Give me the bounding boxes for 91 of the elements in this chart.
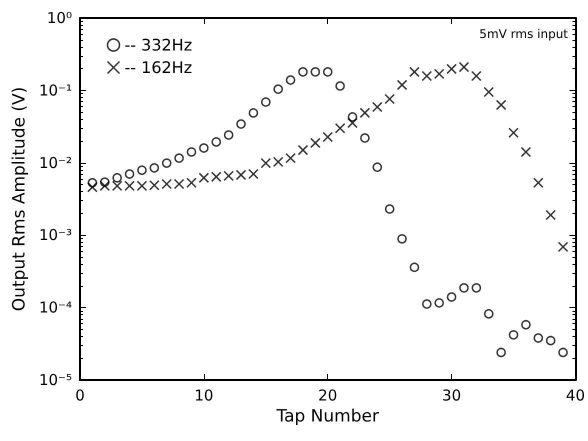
point	[446, 292, 456, 302]
point	[458, 62, 470, 72]
point	[286, 75, 296, 85]
point	[285, 152, 296, 164]
point	[334, 123, 346, 134]
point	[545, 210, 556, 220]
y-tick-label: 10⁻³	[38, 226, 72, 244]
x-tick-label: 10	[194, 386, 214, 404]
point	[248, 168, 259, 180]
point	[100, 180, 110, 192]
point	[124, 169, 134, 179]
point	[224, 130, 234, 140]
point	[533, 178, 544, 188]
point	[150, 163, 160, 173]
legend-label: -- 162Hz	[124, 58, 192, 77]
point	[124, 180, 135, 192]
point	[534, 333, 544, 343]
point	[149, 180, 160, 190]
point	[558, 348, 568, 358]
point	[298, 67, 308, 77]
point	[384, 94, 395, 104]
point	[372, 102, 383, 112]
point	[496, 100, 506, 110]
point	[422, 299, 432, 309]
x-axis-title: Tap Number	[275, 406, 379, 426]
point	[472, 283, 482, 293]
point	[558, 242, 568, 252]
x-tick-label: 40	[566, 386, 586, 404]
point	[236, 119, 246, 129]
point	[112, 173, 122, 183]
y-tick-label: 10⁰	[46, 9, 72, 27]
point	[174, 153, 184, 163]
point	[384, 204, 394, 214]
point	[273, 84, 283, 94]
point	[211, 172, 222, 182]
point	[422, 70, 432, 82]
point	[212, 137, 221, 147]
point	[248, 108, 258, 118]
x-tick-label: 30	[442, 386, 462, 404]
point	[310, 138, 321, 148]
point	[410, 262, 420, 272]
x-tick-label: 20	[318, 386, 338, 404]
y-tick-label: 10⁻²	[38, 154, 72, 172]
point	[137, 165, 147, 175]
point	[508, 128, 519, 138]
point	[484, 309, 494, 319]
point	[434, 68, 444, 80]
point	[520, 146, 532, 158]
point	[261, 97, 271, 107]
point	[360, 108, 370, 118]
point	[260, 158, 272, 168]
legend-label: -- 332Hz	[124, 36, 192, 54]
point	[372, 162, 382, 172]
point	[397, 234, 407, 244]
point	[186, 178, 197, 188]
point	[161, 178, 172, 190]
point	[360, 133, 370, 143]
point	[310, 67, 320, 77]
point	[223, 170, 234, 182]
point	[322, 132, 333, 142]
point	[199, 143, 209, 153]
point	[136, 180, 148, 192]
point	[112, 180, 122, 192]
point	[459, 283, 469, 293]
point	[186, 147, 196, 157]
point	[521, 320, 531, 330]
annotation: 5mV rms input	[479, 27, 568, 41]
point	[347, 118, 358, 128]
y-tick-label: 10⁻⁴	[38, 298, 72, 317]
point	[409, 66, 420, 78]
point	[508, 330, 518, 340]
y-axis-title: Output Rms Amplitude (V)	[10, 86, 30, 312]
point	[484, 86, 494, 98]
point	[434, 298, 444, 308]
point	[272, 156, 284, 168]
point	[335, 81, 345, 91]
y-tick-label: 10⁻¹	[38, 81, 72, 100]
point	[198, 172, 210, 184]
y-tick-label: 10⁻⁵	[38, 371, 72, 389]
point	[174, 178, 184, 190]
point	[162, 158, 172, 168]
point	[322, 67, 332, 77]
point	[236, 170, 246, 180]
point	[446, 64, 457, 74]
point	[546, 336, 556, 346]
point	[471, 70, 482, 82]
point	[87, 182, 98, 192]
point	[298, 144, 308, 156]
x-tick-label: 0	[75, 386, 85, 404]
point	[496, 348, 506, 358]
point	[396, 80, 408, 90]
